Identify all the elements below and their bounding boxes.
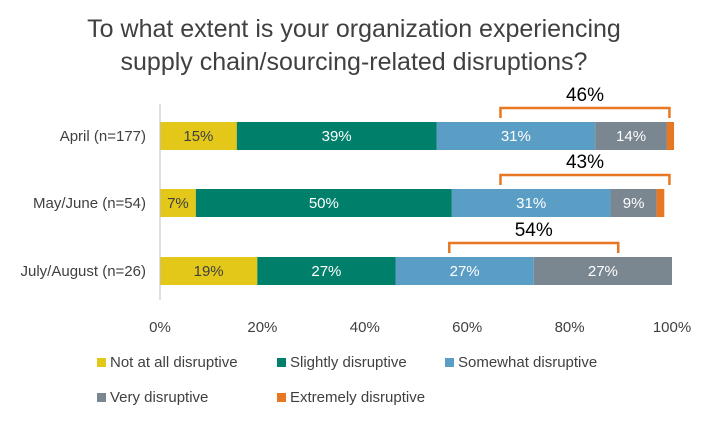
legend-swatch (445, 358, 454, 367)
bar-data-label: 39% (322, 128, 352, 145)
bar-data-label: 9% (623, 195, 645, 212)
legend-swatch (97, 393, 106, 402)
bar-data-label: 7% (167, 195, 189, 212)
chart-title-line-2: supply chain/sourcing-related disruption… (121, 48, 588, 76)
bar-data-label: 27% (311, 263, 341, 280)
bar-data-label: 15% (183, 128, 213, 145)
x-tick-label: 0% (149, 319, 171, 336)
bar-segment (160, 189, 196, 217)
category-label: April (n=177) (60, 128, 146, 145)
x-tick-label: 20% (247, 319, 277, 336)
bar-segment (656, 189, 665, 217)
x-axis: April (n=177) May/June (n=54) July/August … (21, 104, 691, 336)
bar-segment (160, 257, 258, 285)
x-tick-label: 40% (350, 319, 380, 336)
bar-segment (595, 122, 667, 150)
legend: Not at all disruptive Slightly disruptive… (97, 354, 597, 406)
legend-swatch (97, 358, 106, 367)
category-label: July/August (n=26) (21, 263, 147, 280)
bracket-label: 54% (515, 220, 553, 241)
legend-swatch (277, 358, 286, 367)
bracket-label: 46% (566, 85, 604, 106)
bracket-group: 46% 43% 54% (448, 85, 671, 253)
bar-segment (257, 257, 396, 285)
x-tick-label: 80% (555, 319, 585, 336)
bar-group: 15% 39% 31% 14% 7% 50% 31% 9% 19% 27% 27% 27% (160, 122, 675, 285)
bracket-line (448, 241, 620, 253)
bar-segment (395, 257, 534, 285)
legend-label: Somewhat disruptive (458, 354, 597, 371)
bar-data-label: 50% (309, 195, 339, 212)
bar-segment (160, 122, 237, 150)
category-label: May/June (n=54) (33, 195, 146, 212)
bar-segment (236, 122, 437, 150)
bar-segment (610, 189, 657, 217)
bar-data-label: 27% (450, 263, 480, 280)
legend-label: Extremely disruptive (290, 389, 425, 406)
bracket-label: 43% (566, 152, 604, 173)
bar-segment (436, 122, 596, 150)
x-tick-label: 60% (452, 319, 482, 336)
legend-swatch (277, 393, 286, 402)
bracket-line (499, 173, 671, 185)
bar-segment (666, 122, 675, 150)
x-tick-label: 100% (653, 319, 691, 336)
bar-data-label: 19% (194, 263, 224, 280)
bar-data-label: 31% (516, 195, 546, 212)
legend-label: Not at all disruptive (110, 354, 238, 371)
legend-label: Very disruptive (110, 389, 208, 406)
bar-data-label: 27% (588, 263, 618, 280)
chart-title-line-1: To what extent is your organization expe… (87, 15, 621, 43)
bracket-line (499, 106, 671, 118)
bar-data-label: 14% (616, 128, 646, 145)
bar-segment (195, 189, 452, 217)
bar-data-label: 31% (501, 128, 531, 145)
legend-label: Slightly disruptive (290, 354, 407, 371)
bar-segment (533, 257, 672, 285)
bar-segment (451, 189, 611, 217)
